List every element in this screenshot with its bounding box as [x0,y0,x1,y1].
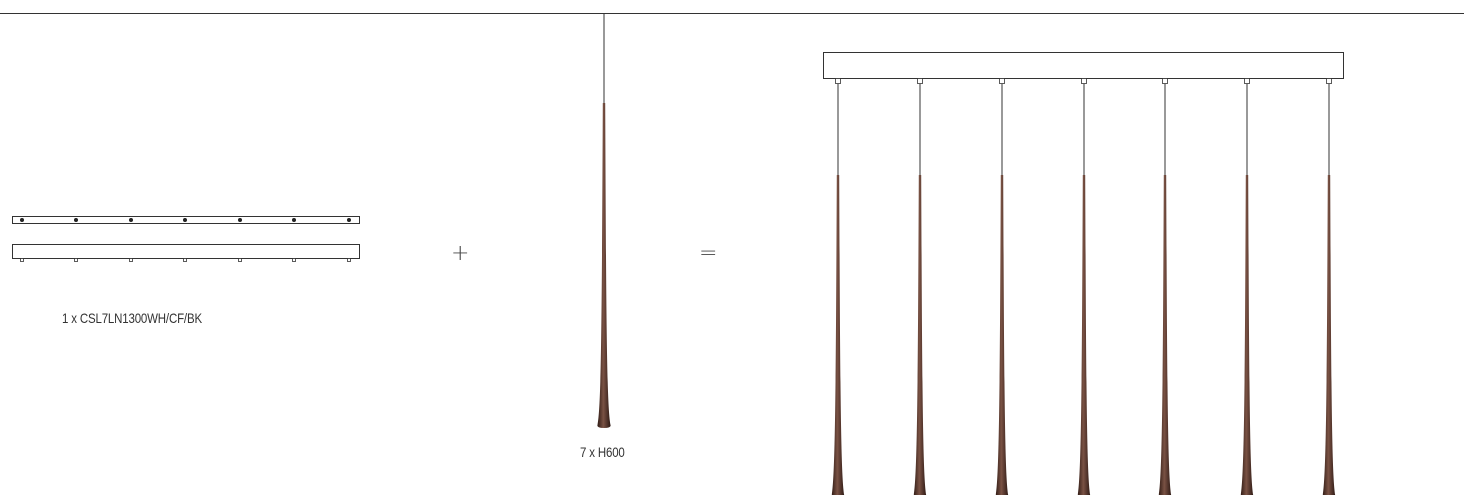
assembled-pendant [1240,78,1254,500]
assembled-pendant [1077,78,1091,500]
pendant-connector [1244,78,1250,84]
pendant-body [913,175,927,500]
plate-hole [74,218,78,222]
pendant-body [597,103,611,428]
cover-pin [74,258,78,262]
pendant-connector [1081,78,1087,84]
canopy-cover [12,244,360,259]
canopy-cover-pins [20,258,351,262]
assembled-canopy [823,52,1344,79]
single-pendant [597,14,611,428]
plate-hole [238,218,242,222]
assembled-pendant [831,78,845,500]
assembled-pendants [831,78,1336,500]
assembled-pendant [1322,78,1336,500]
plate-hole [347,218,351,222]
equals-symbol: = [699,241,718,266]
pendant-connector [917,78,923,84]
pendant-connector [1326,78,1332,84]
plate-hole [20,218,24,222]
cover-pin [20,258,24,262]
cover-pin [129,258,133,262]
plate-hole [183,218,187,222]
pendant-body [1240,175,1254,500]
cover-pin [347,258,351,262]
pendant-connector [835,78,841,84]
cover-pin [183,258,187,262]
pendant-body [831,175,845,500]
mounting-plate-holes [20,218,351,222]
plus-symbol: + [451,241,470,266]
assembled-pendant [913,78,927,500]
pendant-body [1158,175,1172,500]
cover-pin [238,258,242,262]
assembled-pendant [995,78,1009,500]
pendant-body [995,175,1009,500]
pendant-connector [999,78,1005,84]
plate-hole [292,218,296,222]
pendant-label: 7 x H600 [580,444,625,460]
canopy-label: 1 x CSL7LN1300WH/CF/BK [62,310,202,326]
pendant-connector [1162,78,1168,84]
cover-pin [292,258,296,262]
pendant-body [1322,175,1336,500]
pendant-body [1077,175,1091,500]
assembled-pendant [1158,78,1172,500]
plate-hole [129,218,133,222]
